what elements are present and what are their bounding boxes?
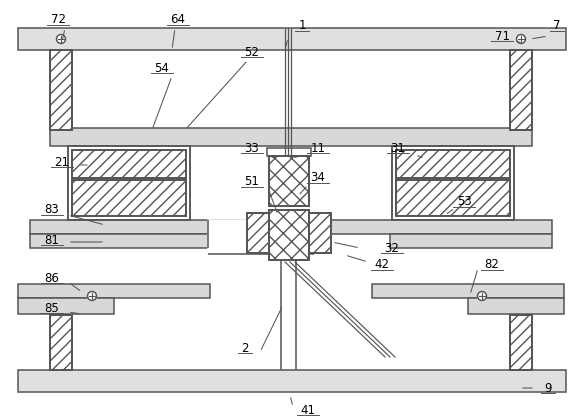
Bar xyxy=(396,180,510,216)
Text: 1: 1 xyxy=(298,20,306,33)
Bar xyxy=(50,50,72,130)
Bar xyxy=(208,220,314,256)
Text: 71: 71 xyxy=(494,29,510,42)
Bar xyxy=(468,298,564,314)
Text: 86: 86 xyxy=(44,272,60,285)
Text: 33: 33 xyxy=(245,142,259,155)
Text: 21: 21 xyxy=(54,155,70,168)
Text: 52: 52 xyxy=(245,46,259,59)
Bar xyxy=(68,146,190,220)
Text: 9: 9 xyxy=(544,382,552,395)
Bar xyxy=(392,146,514,220)
Bar xyxy=(50,50,72,130)
Bar xyxy=(72,150,186,178)
Bar xyxy=(68,146,190,220)
Bar xyxy=(510,50,532,130)
Circle shape xyxy=(477,292,487,300)
Bar xyxy=(510,315,532,370)
Bar xyxy=(269,210,309,260)
Bar xyxy=(72,180,186,216)
Text: 31: 31 xyxy=(391,142,405,155)
Bar xyxy=(50,315,72,370)
Text: 41: 41 xyxy=(301,403,315,416)
Bar xyxy=(247,213,269,253)
Circle shape xyxy=(88,292,97,300)
Bar xyxy=(267,148,311,156)
Text: 85: 85 xyxy=(44,302,59,315)
Bar xyxy=(72,180,186,216)
Text: 53: 53 xyxy=(457,196,472,209)
Bar xyxy=(269,156,309,206)
Bar xyxy=(269,210,309,260)
Bar xyxy=(50,315,72,370)
Bar xyxy=(247,213,269,253)
Bar xyxy=(50,128,532,146)
Bar xyxy=(510,315,532,370)
Bar xyxy=(30,220,270,234)
Bar xyxy=(247,213,269,253)
Bar xyxy=(72,180,186,216)
Bar xyxy=(18,298,114,314)
Text: 64: 64 xyxy=(170,13,185,26)
Text: 82: 82 xyxy=(484,259,500,272)
Bar xyxy=(396,150,510,178)
Text: 81: 81 xyxy=(44,233,60,246)
Bar xyxy=(18,28,566,50)
Text: 42: 42 xyxy=(374,259,390,272)
Bar xyxy=(510,315,532,370)
Bar xyxy=(396,180,510,216)
Bar xyxy=(269,210,309,260)
Text: 32: 32 xyxy=(384,241,400,254)
Bar xyxy=(269,156,309,206)
Text: 7: 7 xyxy=(553,20,561,33)
Bar xyxy=(18,370,566,392)
Bar xyxy=(309,213,331,253)
Bar xyxy=(372,284,564,298)
Circle shape xyxy=(517,34,525,44)
Text: 83: 83 xyxy=(44,204,59,217)
Bar xyxy=(50,315,72,370)
Bar xyxy=(396,150,510,178)
Text: 11: 11 xyxy=(311,142,325,155)
Text: 2: 2 xyxy=(241,341,249,354)
Circle shape xyxy=(57,34,66,44)
Bar xyxy=(30,234,210,248)
Bar xyxy=(72,150,186,178)
Bar xyxy=(18,284,210,298)
Bar xyxy=(396,150,510,178)
Bar xyxy=(269,156,309,206)
Bar xyxy=(72,150,186,178)
Bar xyxy=(309,213,331,253)
Bar xyxy=(390,234,552,248)
Text: 34: 34 xyxy=(311,171,325,184)
Text: 51: 51 xyxy=(245,176,259,189)
Bar xyxy=(312,220,552,234)
Bar xyxy=(510,50,532,130)
Bar xyxy=(50,50,72,130)
Text: 72: 72 xyxy=(50,13,66,26)
Bar xyxy=(510,50,532,130)
Bar xyxy=(392,146,514,220)
Bar xyxy=(396,180,510,216)
Bar xyxy=(309,213,331,253)
Text: 54: 54 xyxy=(154,62,170,75)
